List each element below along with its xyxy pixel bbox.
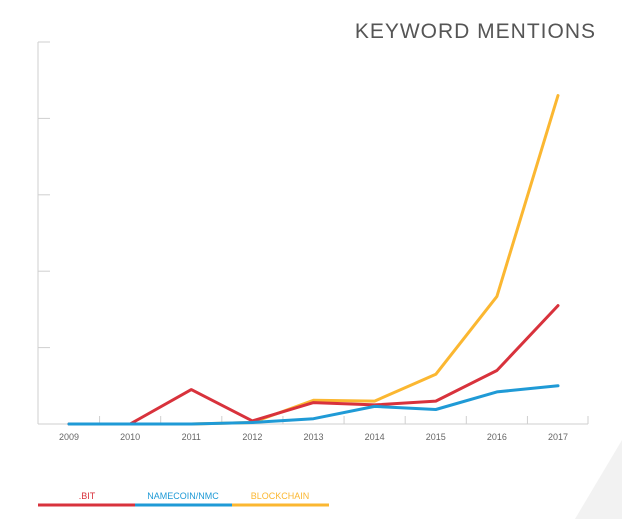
legend-label: .BIT — [79, 491, 96, 501]
axes — [37, 42, 588, 425]
x-tick-label: 2013 — [303, 432, 323, 442]
x-tick-label: 2015 — [426, 432, 446, 442]
x-tick-label: 2016 — [487, 432, 507, 442]
x-tick-label: 2011 — [182, 432, 201, 442]
legend-label: NAMECOIN/NMC — [147, 491, 219, 501]
x-tick-label: 2014 — [365, 432, 385, 442]
series-line-blockchain — [67, 94, 560, 426]
series-lines — [67, 94, 560, 426]
legend: .BIT NAMECOIN/NMC BLOCKCHAIN — [38, 491, 329, 507]
series-line-bit — [67, 304, 560, 426]
x-tick-label: 2012 — [242, 432, 262, 442]
chart-title: KEYWORD MENTIONS — [354, 20, 596, 43]
x-tick-label: 2017 — [548, 432, 568, 442]
series-line-namecoin-nmc — [67, 384, 560, 426]
x-tick-label: 2009 — [59, 432, 79, 442]
y-ticks — [38, 41, 50, 349]
legend-label: BLOCKCHAIN — [251, 491, 310, 501]
x-tick-label: 2010 — [120, 432, 140, 442]
